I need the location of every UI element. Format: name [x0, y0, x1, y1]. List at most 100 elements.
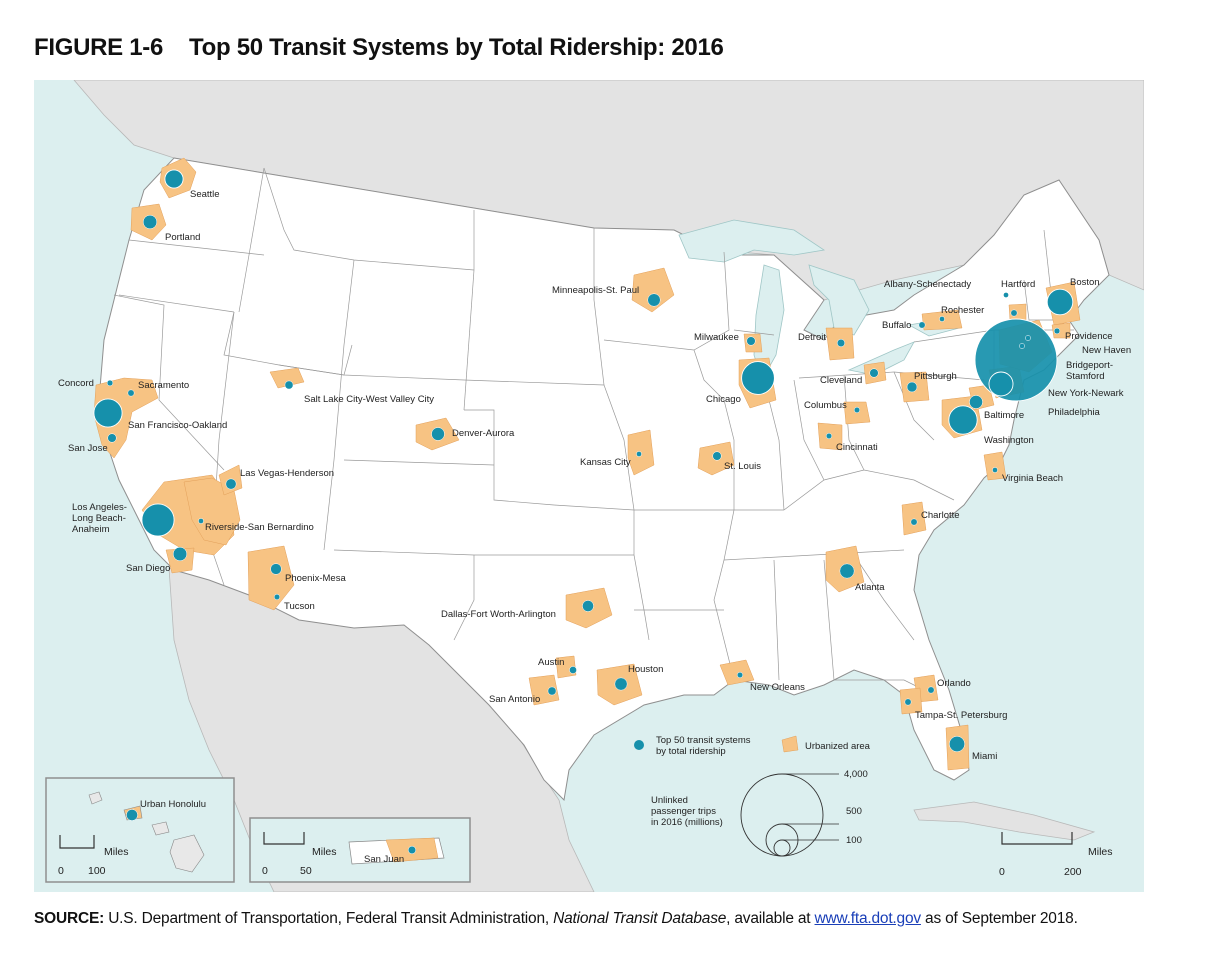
- urban-sanantonio: [528, 674, 560, 706]
- legend-size-100: 100: [846, 835, 862, 846]
- label-san-juan: San Juan: [364, 854, 404, 865]
- ridership-circle-providence: [1053, 327, 1061, 335]
- kauai-island: [88, 791, 103, 805]
- label-albany-schenectady: Albany-Schenectady: [884, 279, 971, 290]
- ridership-circles: [93, 169, 1074, 855]
- label-chicago: Chicago: [706, 394, 741, 405]
- legend-size-title-2: passenger trips: [651, 806, 716, 817]
- source-note: SOURCE: U.S. Department of Transportatio…: [34, 910, 1078, 928]
- label-phoenix-mesa: Phoenix-Mesa: [285, 573, 346, 584]
- ridership-circle-detroit: [836, 338, 846, 348]
- ridership-circle-austin: [569, 666, 577, 674]
- source-link[interactable]: www.fta.dot.gov: [814, 910, 922, 927]
- label-minneapolis-st-paul: Minneapolis-St. Paul: [552, 285, 639, 296]
- label-rochester: Rochester: [941, 305, 984, 316]
- ridership-circle-dallas-fort-worth-arlington: [582, 600, 594, 612]
- label-tampa-st-petersburg: Tampa-St. Petersburg: [915, 710, 1007, 721]
- label-los-angeles-line1: Los Angeles-: [72, 502, 127, 513]
- ridership-circle-st-louis: [712, 451, 722, 461]
- ridership-circle-riverside-san-bernardino: [198, 518, 204, 524]
- main-scale-end: 200: [1064, 866, 1082, 878]
- label-sacramento: Sacramento: [138, 380, 189, 391]
- pr-scale-unit: Miles: [312, 846, 337, 858]
- ridership-circle-new-haven: [1025, 335, 1031, 341]
- label-columbus: Columbus: [804, 400, 847, 411]
- urban-charlotte: [901, 501, 927, 536]
- ridership-circle-virginia-beach: [992, 467, 998, 473]
- ridership-circle-phoenix-mesa: [270, 563, 282, 575]
- source-text-before: U.S. Department of Transportation, Feder…: [108, 910, 549, 927]
- ridership-circle-buffalo: [918, 321, 926, 329]
- ridership-circle-portland: [142, 214, 158, 230]
- main-scale-start: 0: [999, 866, 1005, 878]
- maui-island: [151, 821, 170, 836]
- ridership-circle-boston: [1046, 288, 1074, 316]
- label-san-diego: San Diego: [126, 563, 170, 574]
- source-label: SOURCE:: [34, 910, 105, 927]
- legend-dot-label-1: Top 50 transit systems: [656, 735, 751, 746]
- hawaii-scale-unit: Miles: [104, 846, 129, 858]
- ridership-circle-san-jose: [107, 433, 117, 443]
- ridership-circle-washington: [948, 405, 978, 435]
- label-los-angeles-line3: Anaheim: [72, 524, 110, 535]
- pr-scale-end: 50: [300, 865, 312, 877]
- label-los-angeles-line2: Long Beach-: [72, 513, 126, 524]
- label-new-haven: New Haven: [1082, 345, 1131, 356]
- label-cincinnati: Cincinnati: [836, 442, 878, 453]
- label-st-louis: St. Louis: [724, 461, 761, 472]
- label-las-vegas-henderson: Las Vegas-Henderson: [240, 468, 334, 479]
- hawaii-inset: [45, 777, 235, 883]
- ridership-circle-milwaukee: [746, 336, 756, 346]
- figure-title-text: Top 50 Transit Systems by Total Ridershi…: [189, 34, 724, 61]
- label-austin: Austin: [538, 657, 564, 668]
- cuba-landmass: [913, 801, 1096, 841]
- ridership-circle-cincinnati: [825, 432, 833, 440]
- label-salt-lake-city: Salt Lake City-West Valley City: [304, 394, 434, 405]
- pr-scale-start: 0: [262, 865, 268, 877]
- label-atlanta: Atlanta: [855, 582, 885, 593]
- puerto-rico-inset: [249, 817, 471, 883]
- source-text-after: as of September 2018.: [925, 910, 1078, 927]
- ridership-circle-baltimore: [969, 395, 983, 409]
- label-san-antonio: San Antonio: [489, 694, 540, 705]
- ridership-circle-san-antonio: [547, 686, 557, 696]
- urban-phoenix: [247, 545, 295, 611]
- main-scale-unit: Miles: [1088, 846, 1113, 858]
- legend-dot-label-2: by total ridership: [656, 746, 726, 757]
- ridership-circle-new-orleans: [736, 671, 744, 679]
- source-text-middle: , available at: [726, 910, 811, 927]
- label-houston: Houston: [628, 664, 663, 675]
- label-baltimore: Baltimore: [984, 410, 1024, 421]
- legend-size-title-1: Unlinked: [651, 795, 688, 806]
- label-new-york-newark: New York-Newark: [1048, 388, 1124, 399]
- urban-virginia-beach: [983, 451, 1007, 481]
- ridership-circle-philadelphia: [988, 371, 1014, 397]
- label-virginia-beach: Virginia Beach: [1002, 473, 1063, 484]
- label-boston: Boston: [1070, 277, 1100, 288]
- ridership-circle-denver-aurora: [431, 427, 445, 441]
- ridership-circle-albany-schenectady: [1003, 292, 1009, 298]
- ridership-circle-atlanta: [839, 563, 855, 579]
- label-charlotte: Charlotte: [921, 510, 960, 521]
- ridership-circle-charlotte: [910, 518, 918, 526]
- label-miami: Miami: [972, 751, 997, 762]
- label-concord: Concord: [58, 378, 94, 389]
- ridership-circle-rochester: [939, 316, 945, 322]
- legend: [634, 735, 839, 857]
- label-denver-aurora: Denver-Aurora: [452, 428, 515, 439]
- ridership-circle-hartford: [1010, 309, 1018, 317]
- label-dallas-fort-worth-arlington: Dallas-Fort Worth-Arlington: [441, 609, 556, 620]
- label-pittsburgh: Pittsburgh: [914, 371, 957, 382]
- ridership-circle-pittsburgh: [906, 381, 918, 393]
- main-scale-bar: [1001, 832, 1073, 845]
- source-database: National Transit Database: [553, 910, 727, 927]
- city-labels: Seattle Portland Sacramento Concord San …: [58, 189, 1131, 878]
- urban-neworleans: [719, 659, 755, 686]
- ridership-circle-orlando: [927, 686, 935, 694]
- label-milwaukee: Milwaukee: [694, 332, 739, 343]
- label-cleveland: Cleveland: [820, 375, 862, 386]
- figure-number: FIGURE 1-6: [34, 34, 164, 61]
- label-riverside-san-bernardino: Riverside-San Bernardino: [205, 522, 314, 533]
- legend-urban-swatch: [781, 735, 799, 753]
- big-island: [169, 834, 205, 873]
